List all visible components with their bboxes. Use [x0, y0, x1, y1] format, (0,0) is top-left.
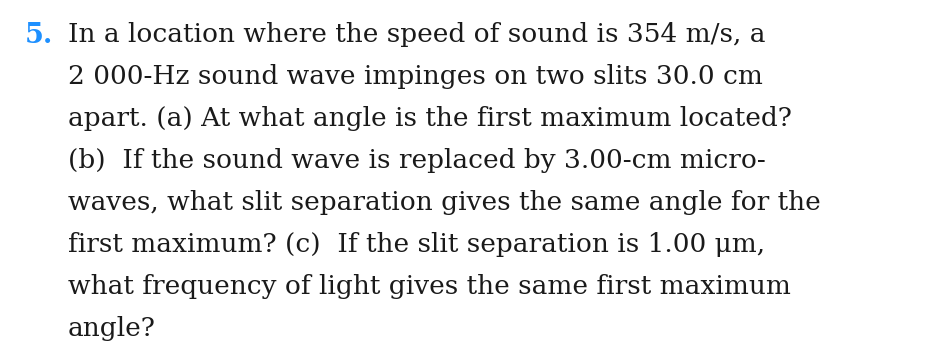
- Text: 5.: 5.: [25, 22, 53, 49]
- Text: (b)  If the sound wave is replaced by 3.00-cm micro-: (b) If the sound wave is replaced by 3.0…: [68, 148, 765, 173]
- Text: 2 000-Hz sound wave impinges on two slits 30.0 cm: 2 000-Hz sound wave impinges on two slit…: [68, 64, 763, 89]
- Text: apart. (a) At what angle is the first maximum located?: apart. (a) At what angle is the first ma…: [68, 106, 791, 131]
- Text: angle?: angle?: [68, 316, 156, 341]
- Text: what frequency of light gives the same first maximum: what frequency of light gives the same f…: [68, 274, 790, 299]
- Text: first maximum? (c)  If the slit separation is 1.00 μm,: first maximum? (c) If the slit separatio…: [68, 232, 765, 257]
- Text: In a location where the speed of sound is 354 m/s, a: In a location where the speed of sound i…: [68, 22, 765, 47]
- Text: waves, what slit separation gives the same angle for the: waves, what slit separation gives the sa…: [68, 190, 821, 215]
